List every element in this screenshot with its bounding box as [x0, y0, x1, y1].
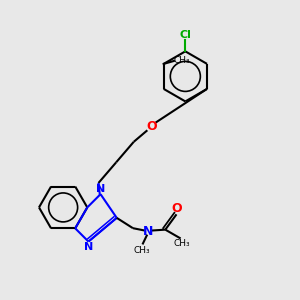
Text: O: O — [146, 120, 157, 133]
Text: N: N — [143, 225, 153, 238]
Text: CH₃: CH₃ — [174, 56, 190, 65]
Text: CH₃: CH₃ — [133, 246, 150, 255]
Text: Cl: Cl — [179, 30, 191, 40]
Text: O: O — [172, 202, 182, 215]
Text: N: N — [84, 242, 93, 252]
Text: CH₃: CH₃ — [174, 239, 190, 248]
Text: N: N — [96, 184, 106, 194]
